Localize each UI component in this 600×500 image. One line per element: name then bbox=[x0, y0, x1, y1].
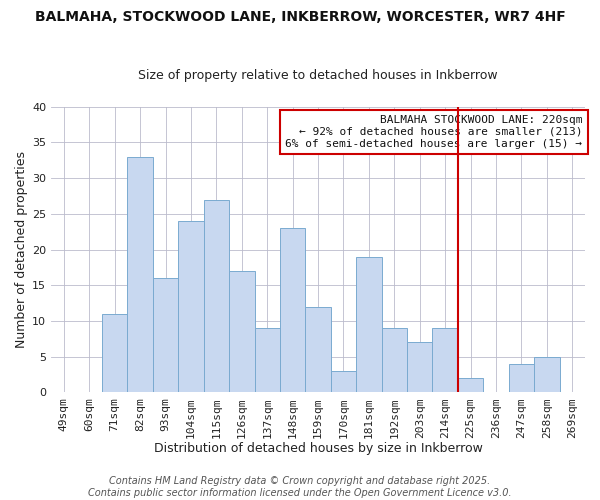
Bar bbox=[458, 378, 484, 392]
Bar bbox=[356, 257, 382, 392]
Bar bbox=[153, 278, 178, 392]
X-axis label: Distribution of detached houses by size in Inkberrow: Distribution of detached houses by size … bbox=[154, 442, 482, 455]
Bar bbox=[509, 364, 534, 392]
Bar bbox=[178, 221, 203, 392]
Bar bbox=[433, 328, 458, 392]
Bar bbox=[534, 357, 560, 392]
Bar bbox=[382, 328, 407, 392]
Text: BALMAHA, STOCKWOOD LANE, INKBERROW, WORCESTER, WR7 4HF: BALMAHA, STOCKWOOD LANE, INKBERROW, WORC… bbox=[35, 10, 565, 24]
Bar bbox=[305, 307, 331, 392]
Title: Size of property relative to detached houses in Inkberrow: Size of property relative to detached ho… bbox=[138, 69, 498, 82]
Bar bbox=[203, 200, 229, 392]
Text: BALMAHA STOCKWOOD LANE: 220sqm
← 92% of detached houses are smaller (213)
6% of : BALMAHA STOCKWOOD LANE: 220sqm ← 92% of … bbox=[286, 116, 583, 148]
Bar bbox=[280, 228, 305, 392]
Text: Contains HM Land Registry data © Crown copyright and database right 2025.
Contai: Contains HM Land Registry data © Crown c… bbox=[88, 476, 512, 498]
Bar bbox=[127, 157, 153, 392]
Bar bbox=[331, 371, 356, 392]
Bar bbox=[102, 314, 127, 392]
Y-axis label: Number of detached properties: Number of detached properties bbox=[15, 151, 28, 348]
Bar bbox=[407, 342, 433, 392]
Bar bbox=[229, 271, 254, 392]
Bar bbox=[254, 328, 280, 392]
